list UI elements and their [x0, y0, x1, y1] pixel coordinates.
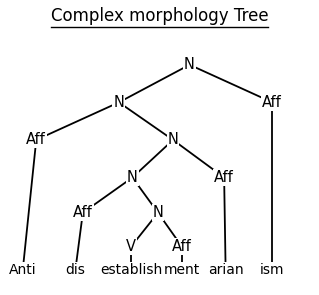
Text: Aff: Aff — [73, 205, 93, 220]
Text: Aff: Aff — [214, 170, 234, 185]
Text: Complex morphology Tree: Complex morphology Tree — [51, 7, 268, 25]
Text: Aff: Aff — [26, 132, 46, 148]
Text: arian: arian — [208, 263, 243, 277]
Text: N: N — [114, 95, 124, 110]
Text: ism: ism — [260, 263, 285, 277]
Text: N: N — [127, 170, 138, 185]
Text: Aff: Aff — [172, 239, 192, 254]
Text: N: N — [184, 57, 195, 72]
Text: establish: establish — [100, 263, 162, 277]
Text: N: N — [152, 205, 163, 220]
Text: Aff: Aff — [262, 95, 282, 110]
Text: Anti: Anti — [9, 263, 37, 277]
Text: N: N — [167, 132, 178, 148]
Text: V: V — [126, 239, 136, 254]
Text: dis: dis — [65, 263, 85, 277]
Text: ment: ment — [164, 263, 200, 277]
